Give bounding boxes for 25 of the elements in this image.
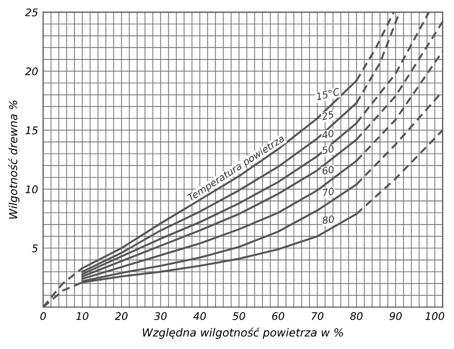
text: 70 <box>322 187 334 196</box>
text: 15°C <box>316 88 340 100</box>
y-axis-title: Wilgotność drewna % <box>8 100 20 219</box>
text: 25 <box>321 110 334 120</box>
x-tick-label: 70 <box>312 312 324 320</box>
y-tick-label: 5 <box>32 244 38 252</box>
text: 50 <box>321 144 334 154</box>
y-tick-label: 25 <box>25 8 38 16</box>
x-tick-label: 90 <box>389 312 402 320</box>
text: 40 <box>321 129 334 139</box>
text: 80 <box>322 215 334 224</box>
x-tick-label: 10 <box>76 312 88 320</box>
y-tick-label: 15 <box>26 126 38 134</box>
x-axis-title: Względna wilgotność powietrza w % <box>142 328 343 339</box>
x-tick-label: 50 <box>232 312 246 320</box>
text: 60 <box>322 165 334 175</box>
x-tick-label: 40 <box>193 312 206 320</box>
y-tick-label: 10 <box>26 185 38 194</box>
y-tick-label: 20 <box>25 67 38 76</box>
x-tick-label: 80 <box>350 312 363 320</box>
x-tick-label: 100 <box>425 312 444 320</box>
x-tick-label: 60 <box>272 312 284 320</box>
x-tick-label: 0 <box>40 312 46 320</box>
x-tick-label: 30 <box>154 312 167 320</box>
x-tick-label: 20 <box>114 312 128 320</box>
